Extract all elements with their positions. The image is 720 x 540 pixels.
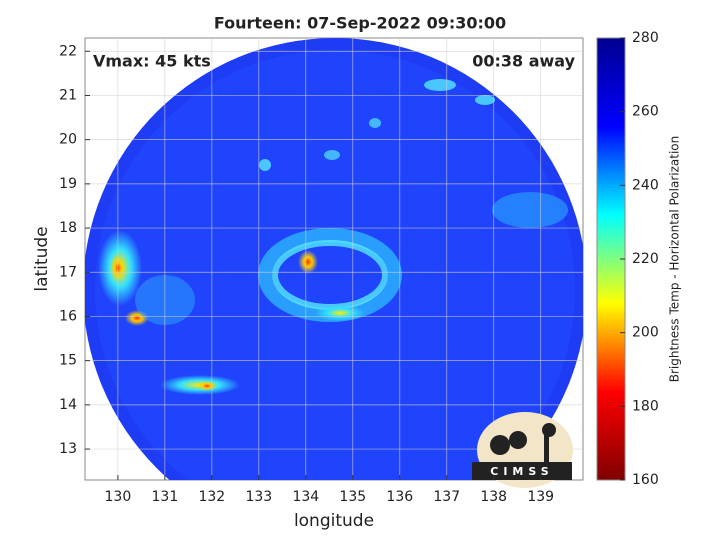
y-tick-label: 13 xyxy=(59,441,77,457)
grid xyxy=(85,38,583,480)
x-tick-label: 136 xyxy=(386,489,413,505)
y-tick-label: 22 xyxy=(59,43,77,59)
logo-text: CIMSS xyxy=(490,465,553,478)
colorbar-tick-label: 280 xyxy=(632,30,659,46)
x-tick-label: 132 xyxy=(198,489,225,505)
annotation: 00:38 away xyxy=(472,52,575,71)
x-tick-label: 131 xyxy=(152,489,179,505)
x-tick-label: 133 xyxy=(245,489,272,505)
colorbar-tick-label: 240 xyxy=(632,177,659,193)
x-axis-label: longitude xyxy=(294,511,374,531)
colorbar-tick-label: 220 xyxy=(632,251,659,267)
y-tick-label: 17 xyxy=(59,264,77,280)
x-tick-label: 130 xyxy=(105,489,132,505)
logo: CIMSS xyxy=(472,412,573,488)
annotation: Vmax: 45 kts xyxy=(93,52,211,71)
x-tick-label: 135 xyxy=(339,489,366,505)
colorbar-tick-label: 180 xyxy=(632,398,659,414)
colorbar-label: Brightness Temp - Horizontal Polarizatio… xyxy=(668,136,682,383)
satellite-image xyxy=(85,38,583,480)
y-tick-label: 21 xyxy=(59,87,77,103)
y-tick-label: 14 xyxy=(59,397,77,413)
x-tick-label: 138 xyxy=(480,489,507,505)
colorbar-tick-label: 200 xyxy=(632,325,659,341)
x-tick-label: 134 xyxy=(292,489,319,505)
y-axis-label: latitude xyxy=(32,226,52,291)
colorbar-tick-label: 160 xyxy=(632,472,659,488)
y-tick-label: 20 xyxy=(59,132,77,148)
y-tick-label: 18 xyxy=(59,220,77,236)
x-tick-label: 139 xyxy=(527,489,554,505)
y-tick-label: 16 xyxy=(59,308,77,324)
y-tick-label: 15 xyxy=(59,353,77,369)
x-tick-label: 137 xyxy=(433,489,460,505)
chart-title: Fourteen: 07-Sep-2022 09:30:00 xyxy=(214,14,506,33)
colorbar-tick-label: 260 xyxy=(632,104,659,120)
y-tick-label: 19 xyxy=(59,176,77,192)
